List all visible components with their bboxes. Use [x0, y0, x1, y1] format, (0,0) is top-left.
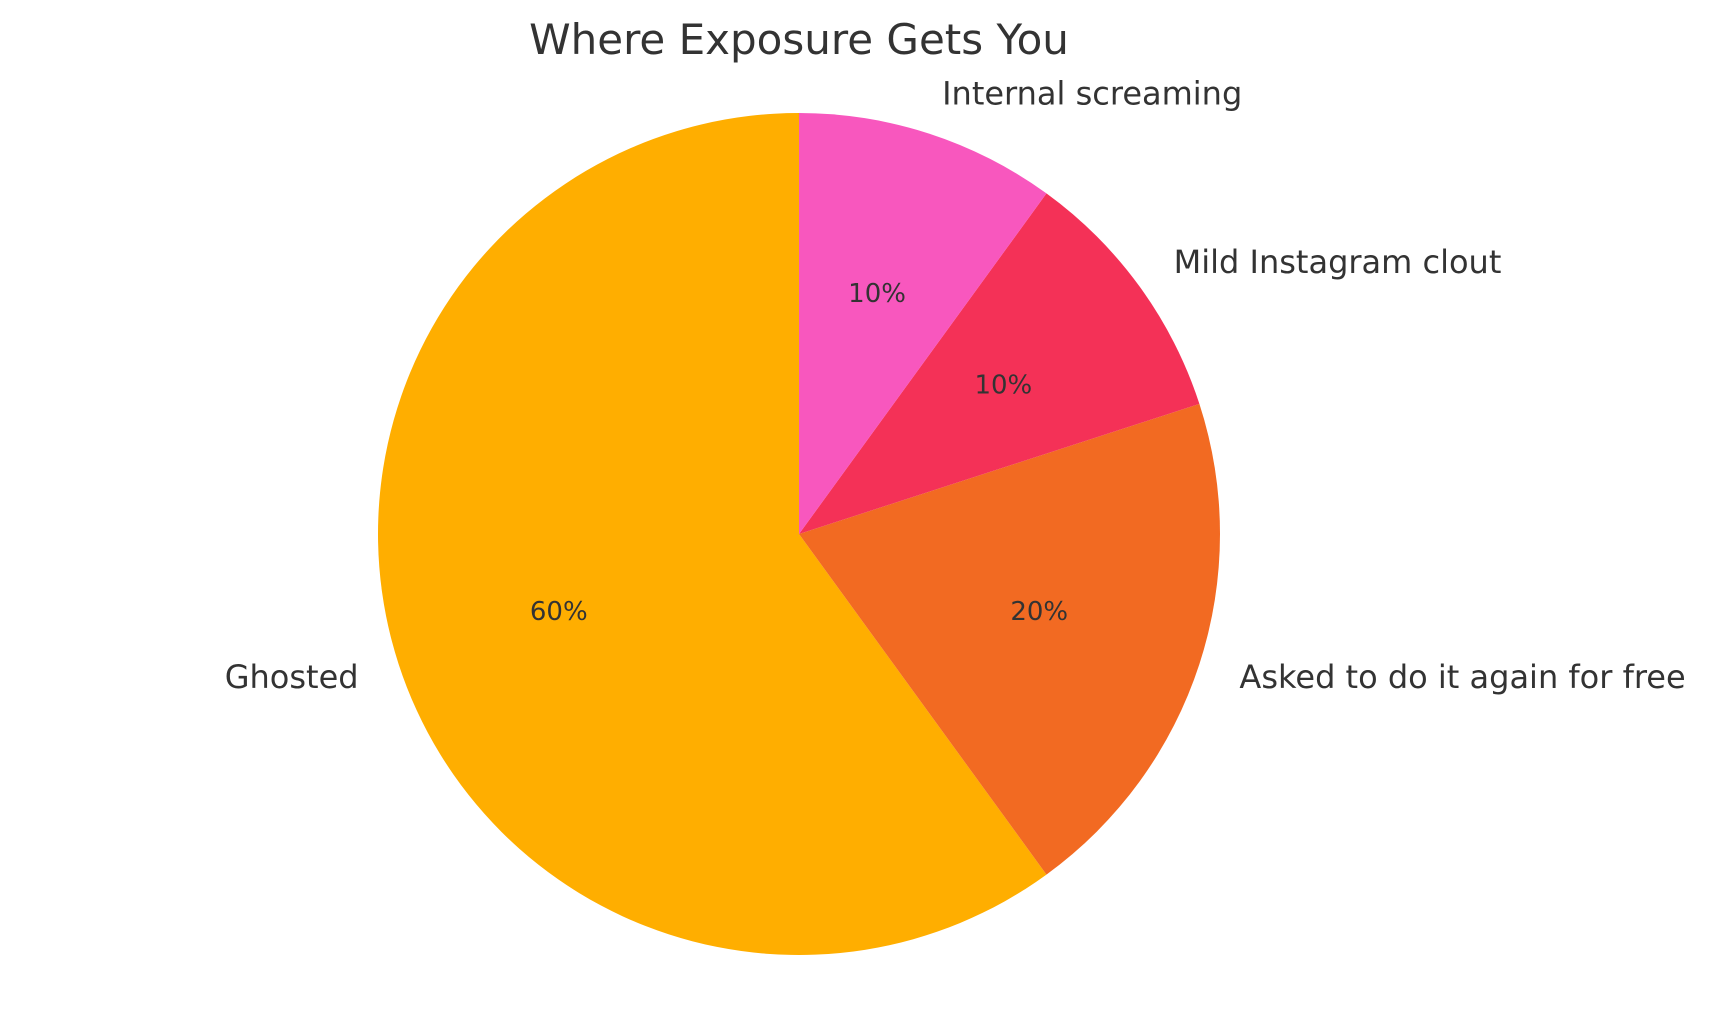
- chart-title: Where Exposure Gets You: [529, 15, 1069, 64]
- pct-label-asked-to-do-it-again-for-free: 20%: [1010, 597, 1068, 627]
- pie-slice-mild-instagram-clout: [799, 193, 1200, 534]
- pie-labels: 60% Ghosted 20% Asked to do it again for fr…: [225, 75, 1686, 697]
- pct-label-mild-instagram-clout: 10%: [974, 371, 1032, 401]
- pct-label-internal-screaming: 10%: [848, 279, 906, 309]
- pie-slice-asked-to-do-it-again-for-free: [799, 403, 1220, 875]
- slice-label-ghosted: Ghosted: [225, 658, 359, 696]
- pie-slice-internal-screaming: [799, 113, 1047, 534]
- pie-slices: [378, 113, 1220, 956]
- slice-label-asked-to-do-it-again-for-free: Asked to do it again for free: [1239, 658, 1685, 696]
- pct-label-ghosted: 60%: [530, 597, 588, 627]
- pie-slice-ghosted: [378, 113, 1047, 956]
- slice-label-internal-screaming: Internal screaming: [942, 75, 1242, 113]
- slice-label-mild-instagram-clout: Mild Instagram clout: [1174, 243, 1502, 281]
